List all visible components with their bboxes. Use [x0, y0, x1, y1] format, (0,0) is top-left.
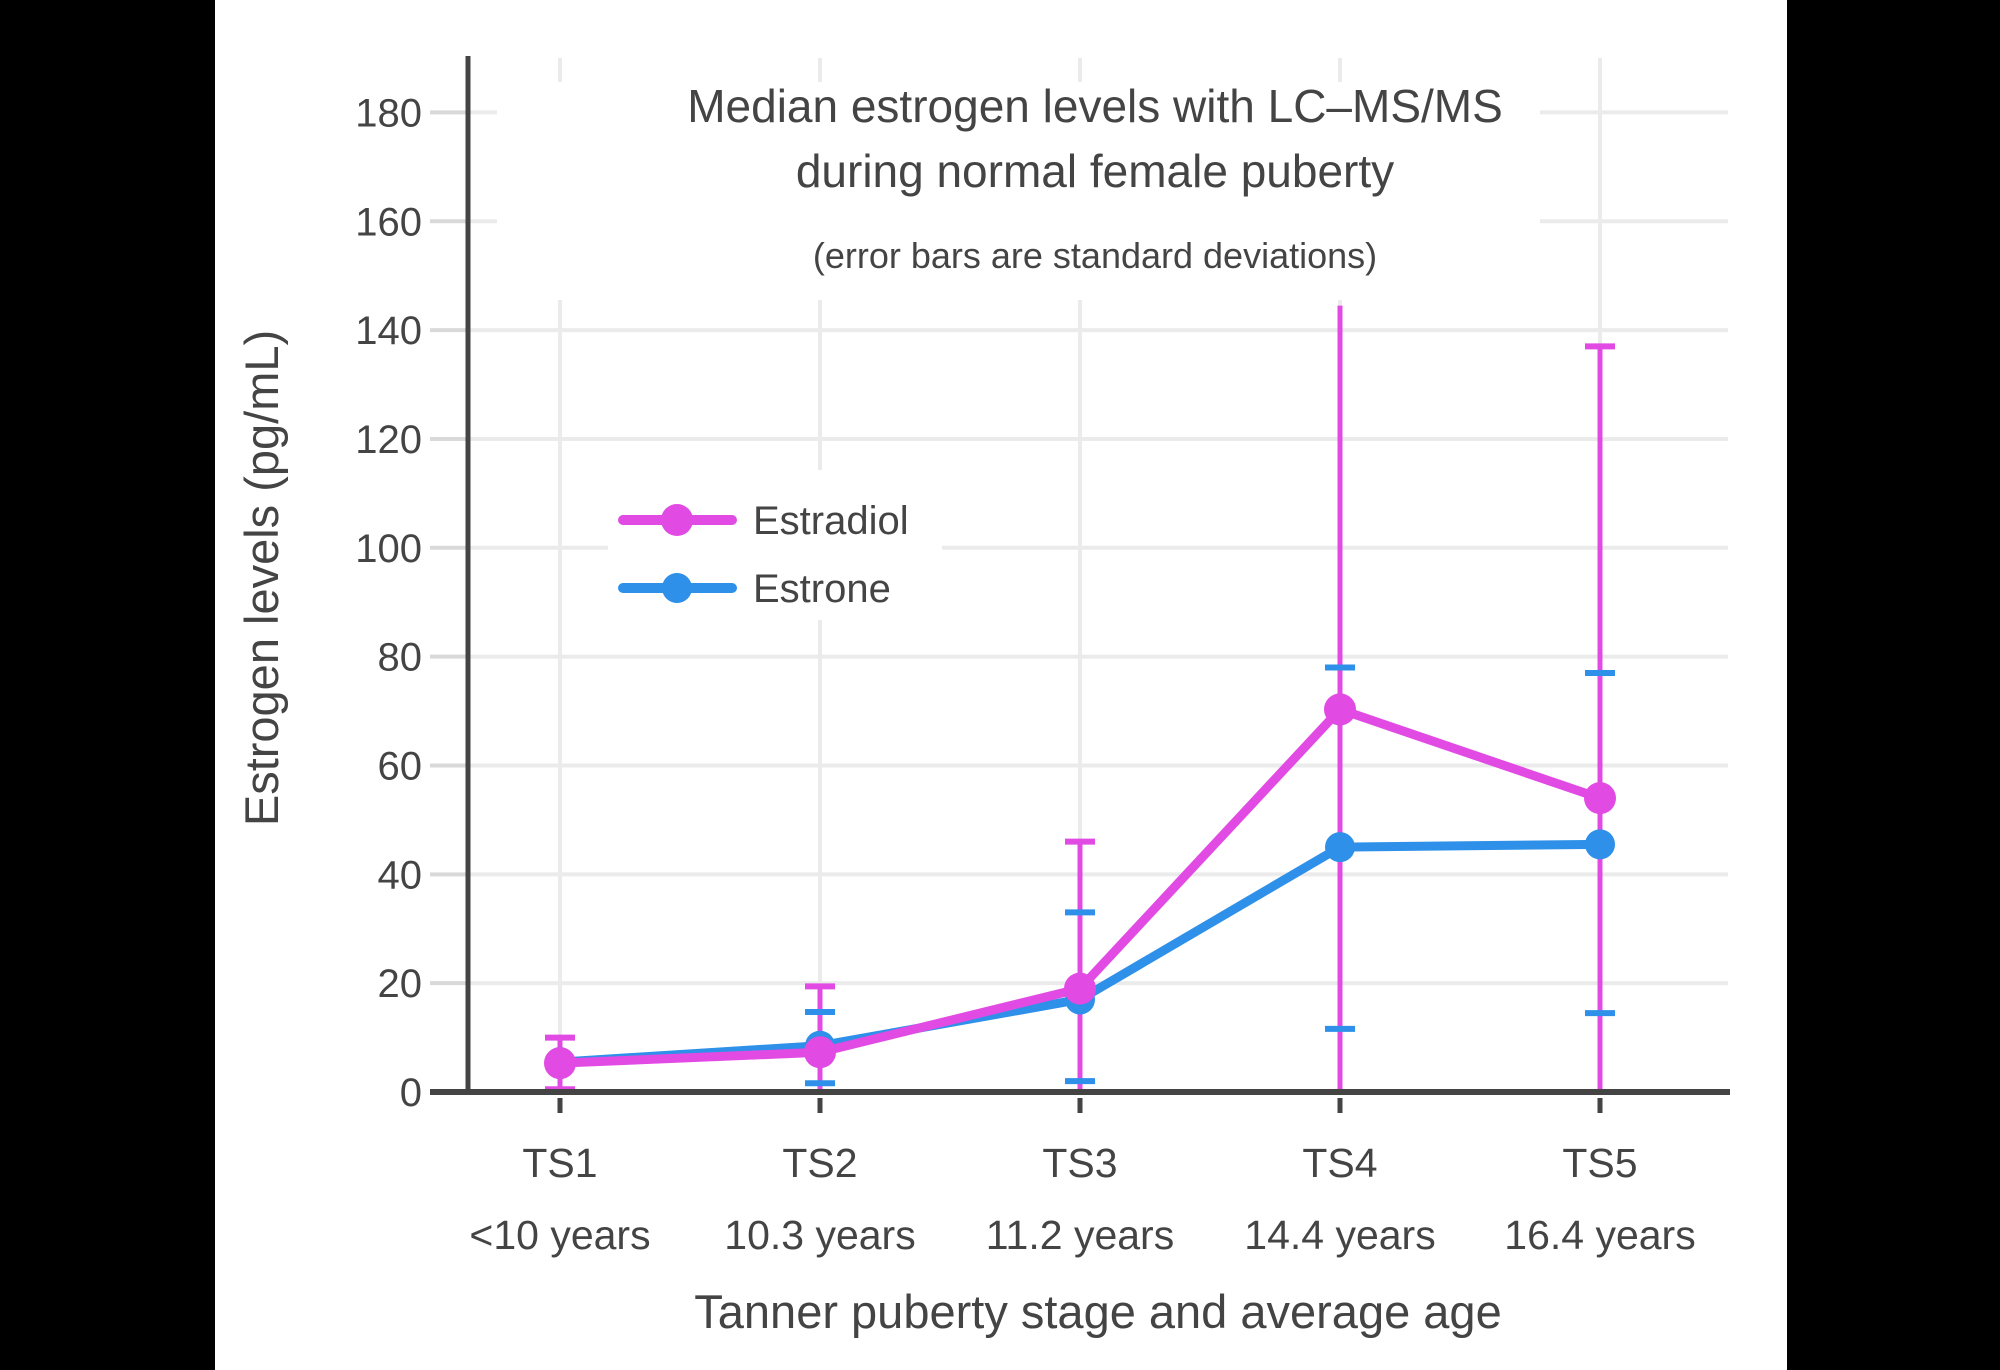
data-point-estrone-TS4 — [1325, 832, 1355, 863]
data-point-estradiol-TS4 — [1324, 693, 1356, 726]
y-tick-label-20: 20 — [378, 962, 423, 1006]
data-point-estradiol-TS5 — [1584, 782, 1616, 815]
x-tick-label-TS3: TS3 — [1042, 1140, 1117, 1186]
x-tick-sublabel-TS2: 10.3 years — [724, 1212, 915, 1258]
y-tick-label-160: 160 — [355, 200, 422, 244]
data-point-estrone-TS5 — [1585, 829, 1615, 860]
y-tick-label-60: 60 — [378, 744, 423, 788]
chart-subtitle: (error bars are standard deviations) — [813, 235, 1377, 276]
title-backdrop — [497, 82, 1540, 300]
legend-estrone-label: Estrone — [753, 567, 891, 611]
legend-estrone-marker-swatch — [662, 573, 692, 603]
data-point-estradiol-TS2 — [804, 1036, 836, 1069]
y-tick-label-100: 100 — [355, 527, 422, 571]
legend-estradiol-marker-swatch — [661, 504, 693, 536]
x-tick-label-TS4: TS4 — [1302, 1140, 1377, 1186]
y-tick-label-40: 40 — [378, 853, 423, 897]
x-tick-sublabel-TS4: 14.4 years — [1244, 1212, 1435, 1258]
chart-title-line2: during normal female puberty — [796, 145, 1394, 197]
x-tick-label-TS1: TS1 — [522, 1140, 597, 1186]
axes-layer — [430, 56, 1730, 1113]
y-tick-label-180: 180 — [355, 91, 422, 135]
x-tick-sublabel-TS5: 16.4 years — [1504, 1212, 1695, 1258]
tick-labels-layer: 0 20 40 60 80 100 120 140 160 180 TS1 TS2 TS3 TS4 TS5 <… — [355, 91, 1695, 1258]
legend-backdrop — [608, 470, 942, 620]
y-axis-title: Estrogen levels (pg/mL) — [235, 330, 288, 826]
chart-title-line1: Median estrogen levels with LC–MS/MS — [687, 80, 1503, 132]
y-tick-label-140: 140 — [355, 309, 422, 353]
x-axis-title: Tanner puberty stage and average age — [694, 1285, 1501, 1338]
legend: Estradiol Estrone — [618, 499, 909, 611]
x-tick-sublabel-TS1: <10 years — [469, 1212, 650, 1258]
x-tick-label-TS2: TS2 — [782, 1140, 857, 1186]
y-tick-label-0: 0 — [400, 1071, 422, 1115]
y-tick-label-80: 80 — [378, 636, 423, 680]
data-point-estradiol-TS3 — [1064, 972, 1096, 1005]
y-tick-label-120: 120 — [355, 418, 422, 462]
data-point-estradiol-TS1 — [544, 1047, 576, 1080]
x-tick-label-TS5: TS5 — [1562, 1140, 1637, 1186]
legend-estradiol-label: Estradiol — [753, 499, 909, 543]
x-tick-sublabel-TS3: 11.2 years — [986, 1212, 1174, 1258]
